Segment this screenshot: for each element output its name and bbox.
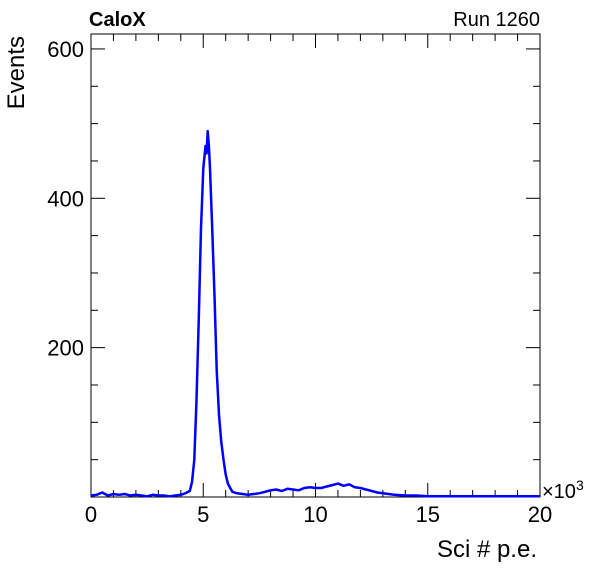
- header-left: CaloX: [89, 9, 146, 31]
- axis-ticks: [90, 34, 541, 497]
- y-tick-label: 200: [47, 336, 84, 361]
- x-tick-label: 0: [85, 502, 97, 527]
- x-multiplier-exponent: 3: [576, 477, 584, 493]
- x-multiplier: ×103: [542, 477, 584, 503]
- y-axis-label: Events: [3, 36, 30, 109]
- y-tick-label: 600: [47, 37, 84, 62]
- x-tick-label: 5: [197, 502, 209, 527]
- y-tick-label: 400: [47, 186, 84, 211]
- histogram-line: [90, 129, 540, 498]
- x-tick-label: 20: [528, 502, 552, 527]
- x-multiplier-base: ×10: [542, 481, 576, 503]
- plot-frame: [90, 33, 541, 498]
- x-axis-label: Sci # p.e.: [437, 536, 537, 563]
- x-tick-label: 15: [416, 502, 440, 527]
- tick-labels: 0 5 10 15 20 200 400 600: [47, 37, 552, 527]
- header-right: Run 1260: [453, 9, 540, 31]
- x-tick-label: 10: [303, 502, 327, 527]
